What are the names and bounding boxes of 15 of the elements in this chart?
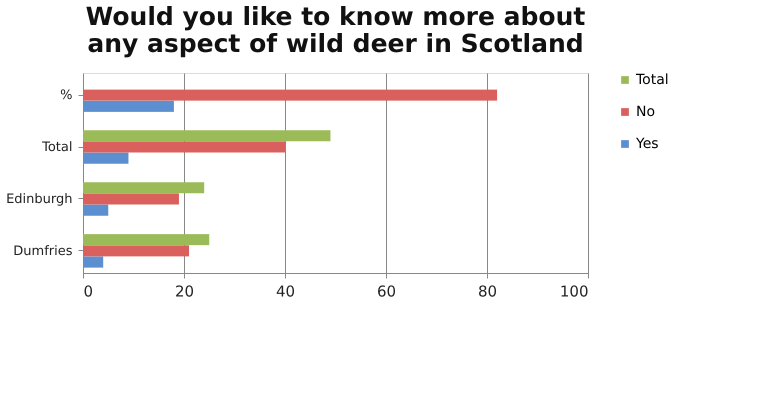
text: any aspect of wild deer in Scotland xyxy=(87,29,584,58)
legend-label: No xyxy=(636,104,656,120)
text: Would you like to know more about xyxy=(86,2,586,31)
y-tick-label: Dumfries xyxy=(13,244,73,259)
x-tick-label: 20 xyxy=(174,282,194,300)
x-tick-label: 40 xyxy=(276,282,296,300)
x-tick-label: 80 xyxy=(478,282,498,300)
y-tick-label: Total xyxy=(41,140,72,156)
x-tick-label: 60 xyxy=(376,282,396,300)
x-tick-label: 100 xyxy=(560,282,588,300)
x-tick-label: 0 xyxy=(84,282,94,300)
y-tick-label: % xyxy=(60,88,72,104)
legend-label: Total xyxy=(635,72,669,88)
y-tick-label: Edinburgh xyxy=(6,192,72,207)
legend-label: Yes xyxy=(635,136,659,152)
